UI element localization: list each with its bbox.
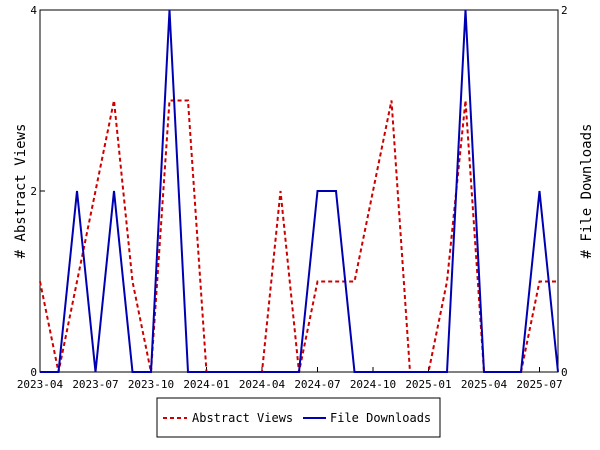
y-left-tick-label: 4 <box>30 4 37 17</box>
y-right-axis-title: # File Downloads <box>579 124 595 259</box>
legend: Abstract Views File Downloads <box>156 397 441 438</box>
series-layer <box>39 9 559 373</box>
legend-label-file-downloads: File Downloads <box>330 411 431 425</box>
x-tick-label: 2023-04 <box>17 378 64 391</box>
x-axis: 2023-04 2023-07 2023-10 2024-01 2024-04 2024-… <box>17 367 563 391</box>
x-tick-label: 2025-07 <box>516 378 562 391</box>
x-tick-label: 2024-10 <box>350 378 396 391</box>
y-axis-right: 02 <box>553 4 568 379</box>
y-left-tick-label: 2 <box>30 185 37 198</box>
series-line-file-downloads <box>40 9 559 373</box>
x-tick-label: 2024-07 <box>294 378 340 391</box>
legend-box <box>156 397 441 438</box>
y-right-tick-label: 2 <box>561 4 568 17</box>
x-tick-label: 2024-01 <box>183 378 229 391</box>
x-tick-label: 2025-04 <box>461 378 508 391</box>
x-tick-label: 2025-01 <box>405 378 451 391</box>
y-left-tick-label: 0 <box>30 366 37 379</box>
y-right-tick-label: 0 <box>561 366 568 379</box>
y-left-axis-title: # Abstract Views <box>13 124 29 259</box>
x-tick-label: 2024-04 <box>239 378 286 391</box>
x-tick-label: 2023-07 <box>72 378 118 391</box>
x-tick-label: 2023-10 <box>128 378 174 391</box>
legend-label-abstract-views: Abstract Views <box>192 411 293 425</box>
y-axis-left: 0 2 4 <box>30 4 45 379</box>
